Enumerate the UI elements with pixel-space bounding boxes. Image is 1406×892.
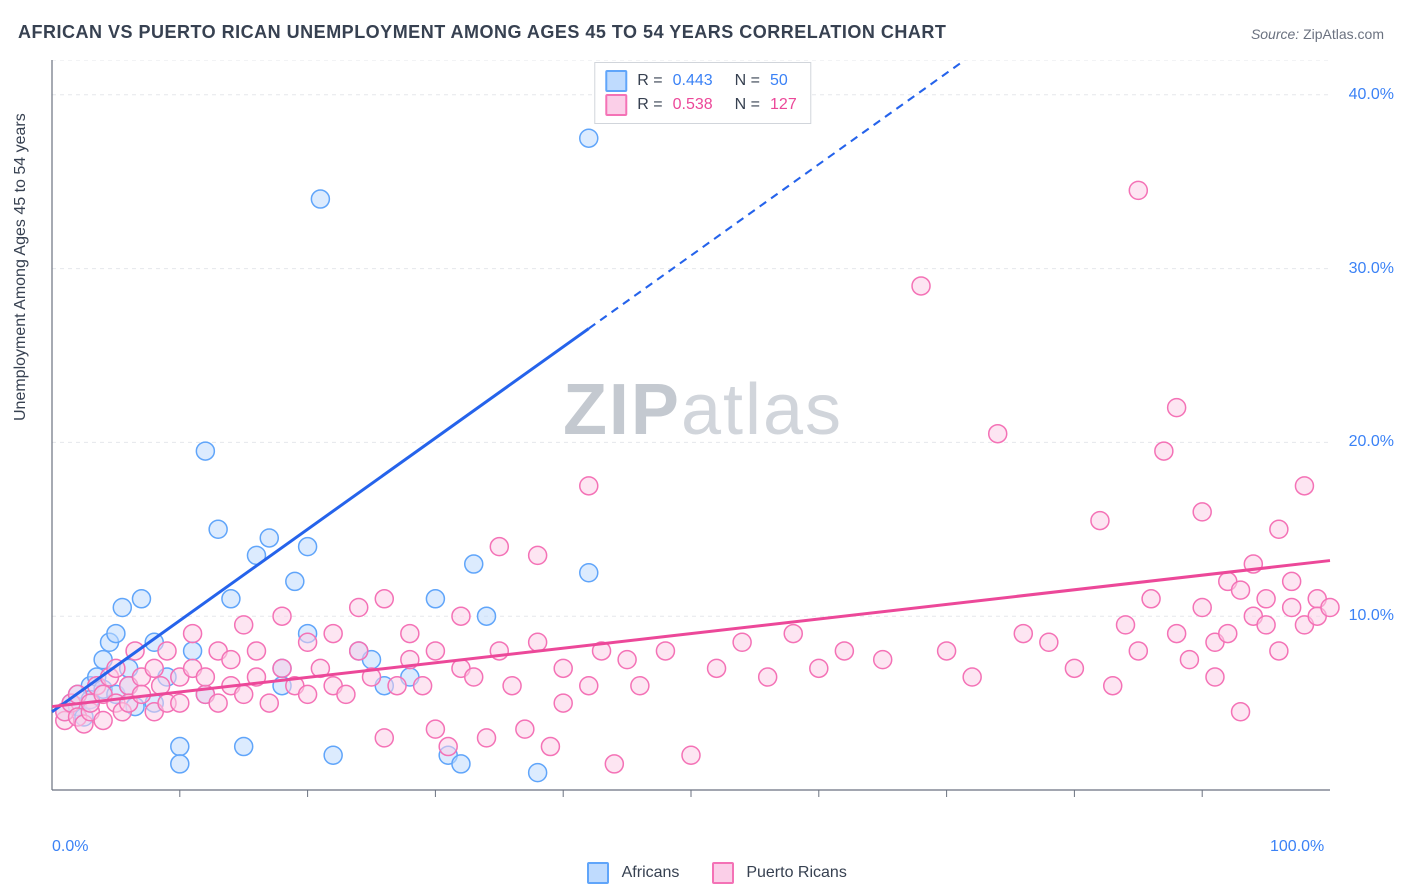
stats-row-africans: R = 0.443 N = 50	[605, 69, 796, 93]
x-tick-label: 0.0%	[52, 838, 88, 856]
y-tick-label: 30.0%	[1349, 260, 1394, 278]
swatch-africans-icon	[605, 70, 627, 92]
stat-r-label: R =	[637, 69, 662, 93]
source-label: Source:	[1251, 26, 1299, 42]
swatch-puertoricans-icon	[605, 94, 627, 116]
stats-row-puertoricans: R = 0.538 N = 127	[605, 93, 796, 117]
chart-title: AFRICAN VS PUERTO RICAN UNEMPLOYMENT AMO…	[18, 22, 946, 43]
y-axis-label: Unemployment Among Ages 45 to 54 years	[12, 113, 30, 421]
y-tick-label: 10.0%	[1349, 607, 1394, 625]
series-legend: Africans Puerto Ricans	[0, 862, 1406, 884]
x-tick-label: 100.0%	[1270, 838, 1324, 856]
stat-n-africans: 50	[770, 69, 788, 93]
stat-n-label: N =	[735, 93, 760, 117]
legend-swatch-puertoricans-icon	[712, 862, 734, 884]
stat-r-label: R =	[637, 93, 662, 117]
legend-swatch-africans-icon	[587, 862, 609, 884]
stat-n-puertoricans: 127	[770, 93, 797, 117]
stat-r-puertoricans: 0.538	[673, 93, 713, 117]
legend-label-puertoricans: Puerto Ricans	[746, 864, 847, 881]
stat-n-label: N =	[735, 69, 760, 93]
y-tick-label: 20.0%	[1349, 433, 1394, 451]
correlation-stats-box: R = 0.443 N = 50 R = 0.538 N = 127	[594, 62, 811, 124]
legend-label-africans: Africans	[622, 864, 680, 881]
stat-r-africans: 0.443	[673, 69, 713, 93]
source-attribution: Source: ZipAtlas.com	[1251, 26, 1384, 42]
y-tick-label: 40.0%	[1349, 86, 1394, 104]
source-name: ZipAtlas.com	[1303, 26, 1384, 42]
scatter-plot	[50, 60, 1390, 820]
